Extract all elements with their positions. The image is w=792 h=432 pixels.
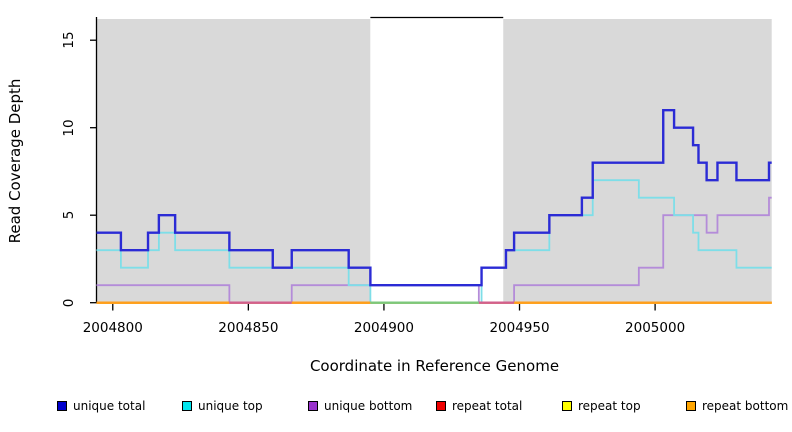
legend-label: unique bottom	[324, 399, 413, 413]
legend-swatch	[562, 401, 572, 411]
legend-label: repeat bottom	[702, 399, 789, 413]
x-tick-label: 2004850	[218, 320, 279, 336]
legend-item-unique-bottom: unique bottom	[308, 398, 412, 414]
legend-item-repeat-bottom: repeat bottom	[686, 398, 788, 414]
region-unique-gap	[370, 17, 504, 303]
legend-label: repeat top	[578, 399, 641, 413]
legend-item-unique-top: unique top	[182, 398, 263, 414]
y-axis-title: Read Coverage Depth	[6, 78, 24, 244]
legend-swatch	[308, 401, 318, 411]
series-line-unique-bottom	[96, 196, 772, 304]
legend-item-unique-total: unique total	[57, 398, 145, 414]
y-tick-label: 10	[61, 119, 77, 137]
x-tick-label: 2004800	[82, 320, 143, 336]
x-axis-title: Coordinate in Reference Genome	[309, 357, 560, 375]
x-tick-label: 2004900	[353, 320, 414, 336]
y-tick-label: 5	[61, 210, 77, 220]
legend-label: unique top	[198, 399, 263, 413]
legend-item-repeat-top: repeat top	[562, 398, 641, 414]
x-tick-label: 2005000	[625, 320, 686, 336]
y-tick-label: 15	[61, 31, 77, 49]
legend: unique total unique top unique bottom repea…	[0, 398, 792, 418]
legend-swatch	[182, 401, 192, 411]
legend-label: repeat total	[452, 399, 523, 413]
y-tick-label: 0	[61, 298, 77, 307]
legend-swatch	[436, 401, 446, 411]
legend-swatch	[686, 401, 696, 411]
legend-label: unique total	[73, 399, 146, 413]
x-tick-label: 2004950	[489, 320, 550, 336]
region-repeat-masked-right	[503, 19, 772, 303]
region-repeat-masked-left	[96, 19, 371, 303]
series-line-unique-total	[96, 109, 772, 287]
legend-swatch	[57, 401, 67, 411]
legend-item-repeat-total: repeat total	[436, 398, 522, 414]
